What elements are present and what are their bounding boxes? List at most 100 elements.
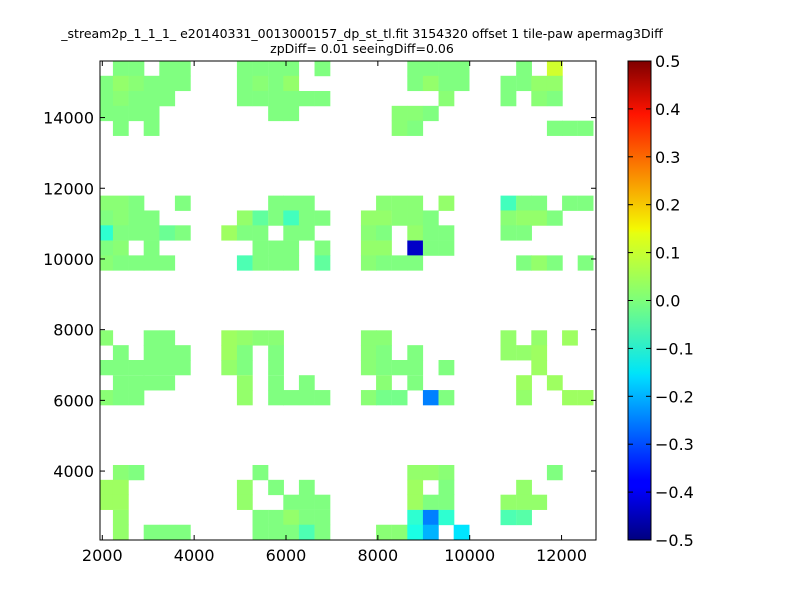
heatmap-cell (112, 509, 129, 526)
heatmap-cell (422, 240, 439, 256)
heatmap-cell (577, 390, 594, 406)
heatmap-cell (283, 390, 300, 406)
heatmap-cell (516, 494, 532, 510)
heatmap-cells (100, 61, 594, 541)
heatmap-cell (236, 494, 253, 510)
heatmap-cell (143, 225, 160, 241)
heatmap-cell (407, 479, 424, 496)
x-tick-label: 12000 (536, 546, 587, 565)
heatmap-cell (438, 61, 455, 77)
heatmap-cell (174, 360, 191, 376)
heatmap-cell (143, 105, 160, 122)
heatmap-cell (391, 120, 408, 136)
heatmap-cell (407, 105, 424, 122)
heatmap-cell (500, 90, 517, 107)
heatmap-cell (298, 210, 315, 226)
heatmap-cell (516, 255, 532, 271)
heatmap-cell (268, 375, 284, 391)
heatmap-cell (268, 90, 284, 107)
heatmap-cell (252, 210, 269, 226)
heatmap-cell (453, 524, 470, 541)
heatmap-cell (407, 345, 424, 361)
heatmap-cell (283, 90, 300, 107)
heatmap-cell (100, 255, 114, 271)
heatmap-cell (391, 360, 408, 376)
colorbar-tick-label: −0.3 (655, 435, 694, 454)
heatmap-cell (143, 120, 160, 136)
heatmap-cell (438, 195, 455, 211)
heatmap-cell (221, 330, 238, 346)
heatmap-cell (283, 225, 300, 241)
heatmap-cell (236, 75, 253, 92)
heatmap-cell (252, 75, 269, 92)
heatmap-cell (376, 375, 392, 391)
heatmap-cell (252, 255, 269, 271)
heatmap-cell (112, 225, 129, 241)
heatmap-cell (128, 375, 145, 391)
heatmap-cell (453, 75, 470, 92)
heatmap-cell (438, 390, 455, 406)
heatmap-cell (268, 240, 284, 256)
heatmap-cell (531, 494, 548, 510)
heatmap-cell (376, 240, 392, 256)
heatmap-cell (159, 524, 176, 541)
heatmap-cell (298, 509, 315, 526)
heatmap-cell (531, 210, 548, 226)
heatmap-cell (252, 509, 269, 526)
heatmap-cell (112, 375, 129, 391)
heatmap-cell (128, 75, 145, 92)
heatmap-cell (268, 255, 284, 271)
heatmap-cell (546, 90, 563, 107)
heatmap-cell (546, 75, 563, 92)
heatmap-cell (531, 255, 548, 271)
heatmap-cell (562, 330, 578, 346)
heatmap-cell (422, 524, 439, 541)
heatmap-cell (314, 240, 331, 256)
heatmap-cell (516, 479, 532, 496)
heatmap-cell (516, 75, 532, 92)
heatmap-cell (143, 345, 160, 361)
heatmap-cell (500, 330, 517, 346)
heatmap-cell (546, 464, 563, 481)
heatmap-cell (128, 255, 145, 271)
heatmap-cell (283, 494, 300, 510)
heatmap-cell (252, 240, 269, 256)
heatmap-cell (298, 225, 315, 241)
heatmap-cell (376, 330, 392, 346)
heatmap-cell (314, 210, 331, 226)
x-tick-label: 6000 (266, 546, 307, 565)
y-tick-label: 14000 (43, 109, 94, 128)
heatmap-cell (112, 464, 129, 481)
heatmap-cell (298, 195, 315, 211)
chart-subtitle: zpDiff= 0.01 seeingDiff=0.06 (270, 41, 454, 56)
heatmap-cell (268, 330, 284, 346)
heatmap-cell (236, 225, 253, 241)
heatmap-cell (422, 61, 439, 77)
colorbar-tick-label: 0.3 (655, 148, 680, 167)
heatmap-cell (422, 509, 439, 526)
heatmap-cell (438, 75, 455, 92)
heatmap-cell (407, 120, 424, 136)
heatmap-cell (376, 360, 392, 376)
heatmap-cell (438, 494, 455, 510)
heatmap-cell (128, 61, 145, 77)
heatmap-cell (438, 509, 455, 526)
heatmap-cell (314, 390, 331, 406)
heatmap-cell (112, 75, 129, 92)
heatmap-cell (252, 524, 269, 541)
heatmap-cell (531, 330, 548, 346)
y-tick-label: 4000 (53, 462, 94, 481)
heatmap-cell (100, 494, 114, 510)
heatmap-cell (516, 61, 532, 77)
heatmap-cell (407, 524, 424, 541)
heatmap-cell (500, 75, 517, 92)
heatmap-cell (128, 210, 145, 226)
heatmap-cell (546, 255, 563, 271)
heatmap-cell (283, 524, 300, 541)
heatmap-cell (407, 210, 424, 226)
y-tick-label: 6000 (53, 391, 94, 410)
heatmap-cell (407, 464, 424, 481)
heatmap-cell (221, 225, 238, 241)
heatmap-cell (268, 105, 284, 122)
heatmap-cell (283, 61, 300, 77)
